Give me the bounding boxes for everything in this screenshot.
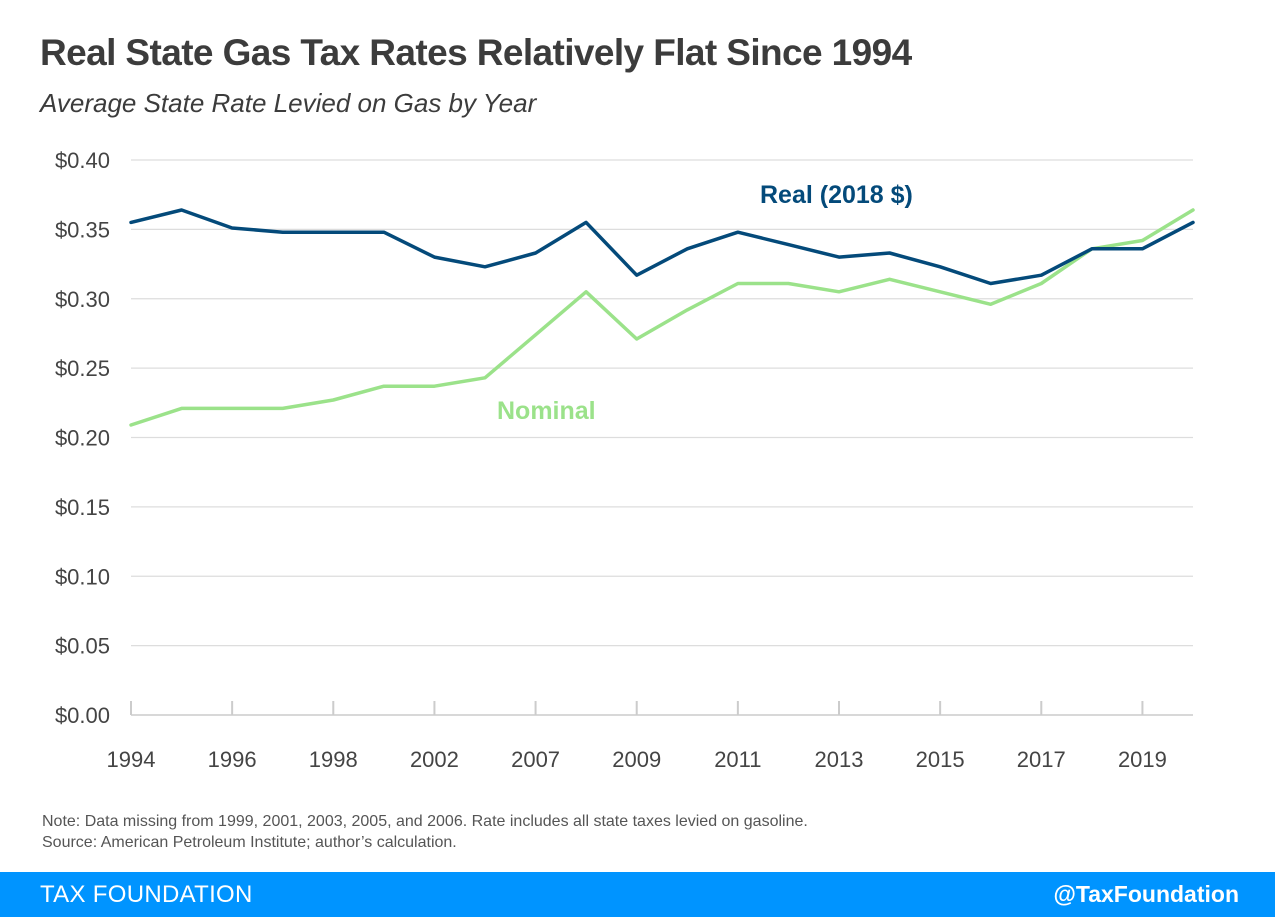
x-tick-label: 1996 — [208, 747, 257, 772]
y-tick-label: $0.20 — [55, 426, 110, 451]
x-tick-label: 2013 — [815, 747, 864, 772]
x-tick-label: 2011 — [714, 747, 761, 772]
source-note: Source: American Petroleum Institute; au… — [42, 834, 457, 851]
y-tick-label: $0.35 — [55, 217, 110, 242]
series-label-nominal: Nominal — [497, 397, 596, 425]
footer-bar: TAX FOUNDATION @TaxFoundation — [0, 872, 1275, 917]
chart-notes: Note: Data missing from 1999, 2001, 2003… — [42, 811, 808, 853]
footer-handle: @TaxFoundation — [1053, 881, 1239, 907]
x-tick-label: 2002 — [410, 747, 459, 772]
series-labels: Real (2018 $) Nominal — [497, 181, 913, 425]
series-line-real — [129, 208, 1195, 286]
x-tick-label: 2009 — [612, 747, 661, 772]
x-tick-label: 1994 — [107, 747, 156, 772]
y-tick-label: $0.40 — [55, 148, 110, 173]
x-tick-label: 2017 — [1017, 747, 1066, 772]
series-label-real: Real (2018 $) — [760, 181, 913, 209]
y-axis-tick-labels: $0.00 $0.05 $0.10 $0.15 $0.20 $0.25 $0.30 $0.35… — [55, 148, 110, 728]
x-axis — [130, 701, 1193, 716]
x-tick-label: 2007 — [511, 747, 560, 772]
footer-brand: TAX FOUNDATION — [40, 881, 253, 908]
x-tick-label: 2019 — [1118, 747, 1167, 772]
y-tick-label: $0.00 — [55, 703, 110, 728]
x-tick-label: 2015 — [916, 747, 965, 772]
chart-subtitle: Average State Rate Levied on Gas by Year — [40, 88, 537, 118]
series-lines — [129, 208, 1195, 427]
series-line-nominal — [129, 208, 1195, 427]
y-tick-label: $0.25 — [55, 356, 110, 381]
chart-title: Real State Gas Tax Rates Relatively Flat… — [40, 32, 912, 73]
y-tick-label: $0.10 — [55, 564, 110, 589]
y-tick-label: $0.05 — [55, 634, 110, 659]
x-tick-label: 1998 — [309, 747, 358, 772]
y-tick-label: $0.15 — [55, 495, 110, 520]
line-chart: $0.00 $0.05 $0.10 $0.15 $0.20 $0.25 $0.30 $0.35… — [55, 148, 1195, 772]
y-tick-label: $0.30 — [55, 287, 110, 312]
x-axis-tick-labels: 1994 1996 1998 2002 2007 2009 2011 2013 2015 2017… — [107, 747, 1167, 772]
data-note: Note: Data missing from 1999, 2001, 2003… — [42, 813, 808, 830]
gridlines — [131, 159, 1193, 647]
